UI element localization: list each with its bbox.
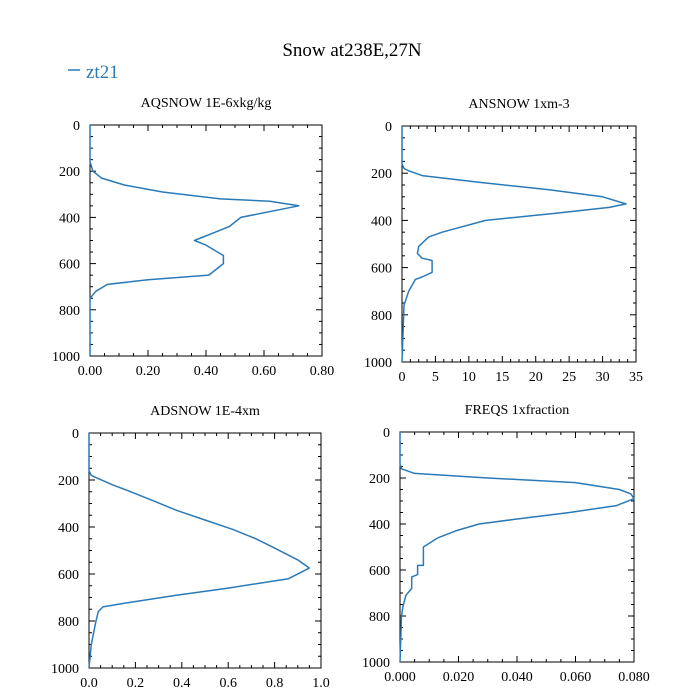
y-tick-label: 800	[59, 304, 80, 319]
panel-title: AQSNOW 1E-6xkg/kg	[141, 96, 272, 111]
x-tick-label: 0.60	[252, 364, 277, 379]
series-line-zt21	[399, 432, 635, 663]
y-tick-label: 200	[59, 165, 80, 180]
y-tick-label: 200	[371, 167, 392, 182]
y-tick-label: 0	[72, 427, 79, 442]
y-tick-label: 1000	[364, 356, 392, 371]
panel-ansnow: ANSNOW 1xm-3 0 200 400 600 800 1000 0 5 10 15 20 25 3…	[364, 97, 643, 385]
y-tick-label: 600	[371, 262, 392, 277]
x-tick-label: 0.060	[560, 670, 592, 685]
y-tick-label: 600	[58, 568, 79, 583]
y-tick-label: 0	[73, 119, 80, 134]
x-tick-label: 0.040	[501, 670, 533, 685]
x-tick-label: 0.6	[219, 676, 237, 691]
x-tick-label: 0.080	[618, 670, 650, 685]
y-tick-label: 600	[369, 564, 390, 579]
y-tick-label: 200	[369, 472, 390, 487]
y-tick-label: 800	[58, 615, 79, 630]
x-tick-label: 10	[462, 370, 476, 385]
x-tick-label: 0.000	[384, 670, 416, 685]
x-tick-label: 0.2	[127, 676, 145, 691]
x-tick-label: 0.80	[310, 364, 335, 379]
panel-title: ADSNOW 1E-4xm	[150, 404, 260, 419]
legend: zt21	[68, 62, 119, 83]
y-tick-label: 400	[369, 518, 390, 533]
x-tick-label: 0.00	[78, 364, 103, 379]
x-tick-label: 5	[432, 370, 439, 385]
x-tick-label: 0.40	[194, 364, 219, 379]
x-tick-label: 0.020	[443, 670, 475, 685]
y-tick-label: 0	[383, 426, 390, 441]
x-tick-label: 0.20	[136, 364, 161, 379]
panel-title: FREQS 1xfraction	[465, 403, 570, 418]
y-tick-label: 1000	[52, 350, 80, 365]
y-tick-label: 800	[371, 309, 392, 324]
x-tick-label: 1.0	[312, 676, 330, 691]
x-tick-label: 15	[495, 370, 509, 385]
x-tick-label: 0.0	[80, 676, 98, 691]
y-tick-label: 200	[58, 474, 79, 489]
y-tick-label: 400	[371, 214, 392, 229]
x-tick-label: 25	[562, 370, 576, 385]
x-tick-label: 30	[596, 370, 610, 385]
y-tick-label: 400	[58, 521, 79, 536]
legend-label: zt21	[86, 62, 119, 83]
y-tick-label: 1000	[51, 662, 79, 677]
y-tick-label: 600	[59, 258, 80, 273]
panel-title: ANSNOW 1xm-3	[468, 97, 569, 112]
x-tick-label: 0.4	[173, 676, 191, 691]
x-tick-label: 20	[529, 370, 543, 385]
y-tick-label: 800	[369, 610, 390, 625]
x-tick-label: 35	[629, 370, 643, 385]
series-line-zt21	[401, 126, 627, 363]
y-tick-label: 1000	[362, 656, 390, 671]
x-tick-label: 0.8	[266, 676, 284, 691]
series-line-zt21	[88, 433, 311, 669]
x-tick-label: 0	[399, 370, 406, 385]
series-line-zt21	[89, 125, 300, 356]
y-tick-label: 0	[385, 120, 392, 135]
figure-title: Snow at238E,27N	[282, 40, 422, 61]
y-tick-label: 400	[59, 211, 80, 226]
